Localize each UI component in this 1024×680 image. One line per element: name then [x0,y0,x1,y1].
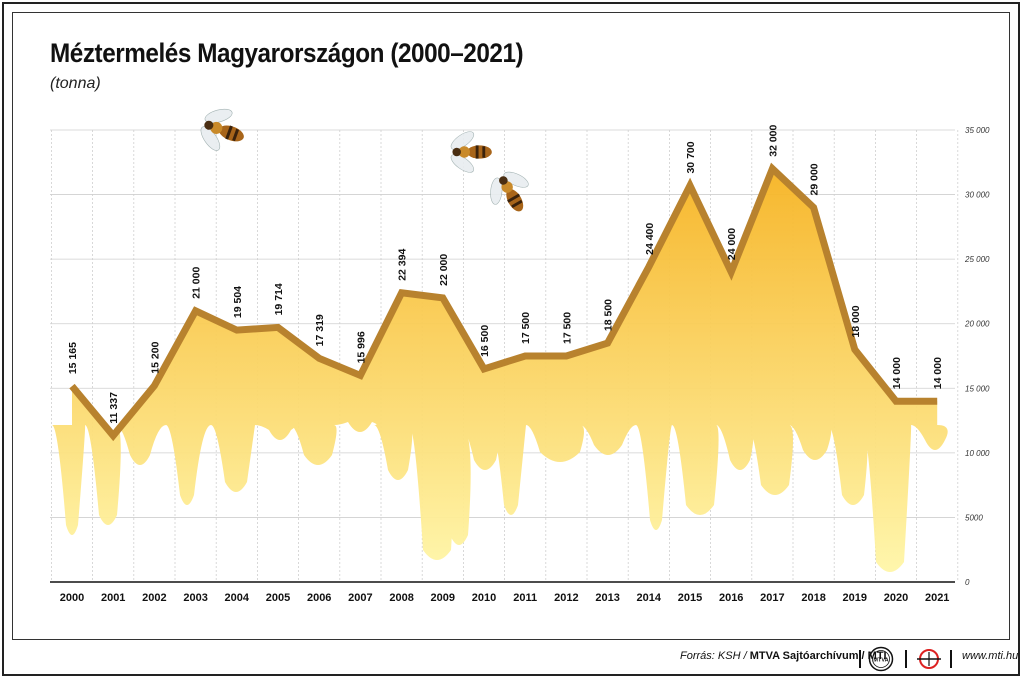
data-label: 15 200 [149,341,161,373]
source-note: Forrás: KSH / MTVA Sajtóarchívum / MTI [680,650,887,672]
y-tick-label: 35 000 [965,126,990,135]
x-tick-label: 2018 [801,592,825,604]
data-label: 14 000 [891,357,903,389]
data-label: 22 394 [397,249,409,281]
data-label: 14 000 [932,357,944,389]
data-label: 32 000 [767,124,779,156]
y-tick-label: 10 000 [965,449,990,458]
x-tick-label: 2015 [678,592,702,604]
x-tick-label: 2007 [348,592,372,604]
data-label: 21 000 [191,267,203,299]
data-label: 18 000 [850,305,862,337]
footer-separator [950,650,952,668]
mtva-logo-icon: MTVA [868,646,894,672]
data-label: 22 000 [438,254,450,286]
data-label: 17 319 [314,314,326,346]
data-label: 29 000 [809,163,821,195]
x-tick-label: 2004 [225,592,250,604]
y-tick-label: 25 000 [964,255,990,264]
data-label: 15 996 [355,331,367,363]
honey-area [52,168,948,572]
bee-icon [200,108,244,151]
y-tick-label: 5000 [965,513,983,522]
source-label: Forrás: KSH / [680,650,750,662]
x-tick-label: 2021 [925,592,949,604]
x-tick-label: 2011 [513,592,537,604]
y-tick-label: 15 000 [965,384,990,393]
data-label: 19 504 [232,286,244,318]
data-label: 30 700 [685,141,697,173]
data-label: 15 165 [67,342,79,374]
series-line [69,162,938,442]
footer-separator [905,650,907,668]
x-tick-label: 2019 [843,592,867,604]
y-tick-label: 0 [965,578,970,587]
source-agency: MTVA Sajtóarchívum / MTI [749,650,887,662]
data-label: 19 714 [273,283,285,315]
data-label: 11 337 [108,392,120,424]
mtva-logo-text: MTVA [873,658,888,664]
chart-title: Méztermelés Magyarországon (2000–2021) [50,38,524,68]
x-tick-label: 2010 [472,592,496,604]
x-tick-label: 2005 [266,592,290,604]
mti-logo-icon [917,649,941,669]
y-tick-label: 20 000 [964,320,990,329]
x-tick-label: 2012 [554,592,578,604]
unit-label: (tonna) [50,75,101,92]
x-tick-label: 2009 [431,592,455,604]
x-tick-label: 2020 [884,592,908,604]
data-label: 24 000 [726,228,738,260]
bee-icon [490,171,529,212]
data-label: 17 500 [520,312,532,344]
x-tick-label: 2013 [595,592,619,604]
x-tick-label: 2000 [60,592,84,604]
x-tick-label: 2003 [183,592,207,604]
x-tick-label: 2001 [101,592,125,604]
y-tick-label: 30 000 [965,191,990,200]
bee-icon [450,131,492,173]
x-tick-label: 2014 [637,592,662,604]
x-tick-label: 2006 [307,592,331,604]
data-label: 24 400 [644,223,656,255]
inner-frame [12,12,1010,640]
footer-separator [859,650,861,668]
x-tick-label: 2016 [719,592,743,604]
x-tick-label: 2017 [760,592,784,604]
website-link[interactable]: www.mti.hu [962,650,1019,662]
x-tick-label: 2002 [142,592,166,604]
data-label: 18 500 [603,299,615,331]
data-label: 17 500 [561,312,573,344]
x-tick-label: 2008 [389,592,413,604]
data-label: 16 500 [479,325,491,357]
